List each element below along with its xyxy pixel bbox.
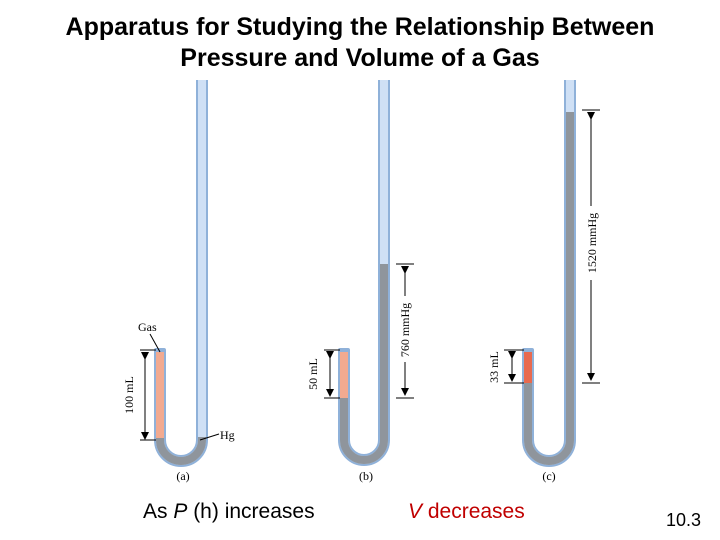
tube-c-outline bbox=[522, 80, 576, 467]
tube-c-glass bbox=[524, 80, 574, 465]
gas-pointer bbox=[149, 333, 161, 353]
height-c-label: 1520 mmHg bbox=[585, 213, 599, 273]
gas-a bbox=[156, 352, 164, 438]
volume-c-label: 33 mL bbox=[487, 351, 501, 383]
tube-a-glass bbox=[156, 80, 206, 465]
mercury-a bbox=[156, 437, 206, 465]
panel-a-label: (a) bbox=[176, 469, 189, 483]
hg-pointer bbox=[199, 433, 220, 441]
pressure-caption: As P (h) increases bbox=[143, 500, 315, 524]
panel-b-label: (b) bbox=[359, 469, 373, 483]
gas-label: Gas bbox=[138, 320, 157, 334]
panel-a: 100 mL Gas Hg (a) bbox=[122, 80, 235, 483]
tube-a-outline bbox=[154, 80, 208, 467]
tube-b-cap bbox=[338, 348, 350, 352]
tube-c-cap bbox=[522, 348, 534, 352]
title-line-1: Apparatus for Studying the Relationship … bbox=[65, 13, 655, 41]
height-b-label: 760 mmHg bbox=[398, 303, 412, 357]
tube-a-cap bbox=[154, 348, 166, 352]
slide-number: 10.3 bbox=[666, 510, 702, 530]
volume-b-label: 50 mL bbox=[306, 358, 320, 390]
panel-b: 50 mL 760 mmHg (b) bbox=[306, 80, 414, 483]
tube-b-outline bbox=[338, 80, 390, 466]
panel-c-label: (c) bbox=[542, 469, 555, 483]
volume-a-label: 100 mL bbox=[122, 376, 136, 414]
volume-variable: V bbox=[408, 500, 423, 523]
gas-c bbox=[524, 352, 532, 383]
title-line-2: Pressure and Volume of a Gas bbox=[180, 44, 540, 72]
volume-caption: V decreases bbox=[408, 500, 525, 524]
volume-suffix: decreases bbox=[422, 500, 525, 523]
panel-c: 33 mL 1520 mmHg (c) bbox=[487, 80, 600, 483]
slide-title: Apparatus for Studying the Relationship … bbox=[0, 12, 720, 74]
pressure-suffix: (h) increases bbox=[187, 500, 315, 523]
mercury-c bbox=[524, 112, 574, 465]
mercury-b bbox=[340, 264, 388, 464]
pressure-prefix: As bbox=[143, 500, 174, 523]
gas-b bbox=[340, 352, 348, 398]
hg-label: Hg bbox=[220, 428, 235, 442]
pressure-variable: P bbox=[173, 500, 188, 523]
